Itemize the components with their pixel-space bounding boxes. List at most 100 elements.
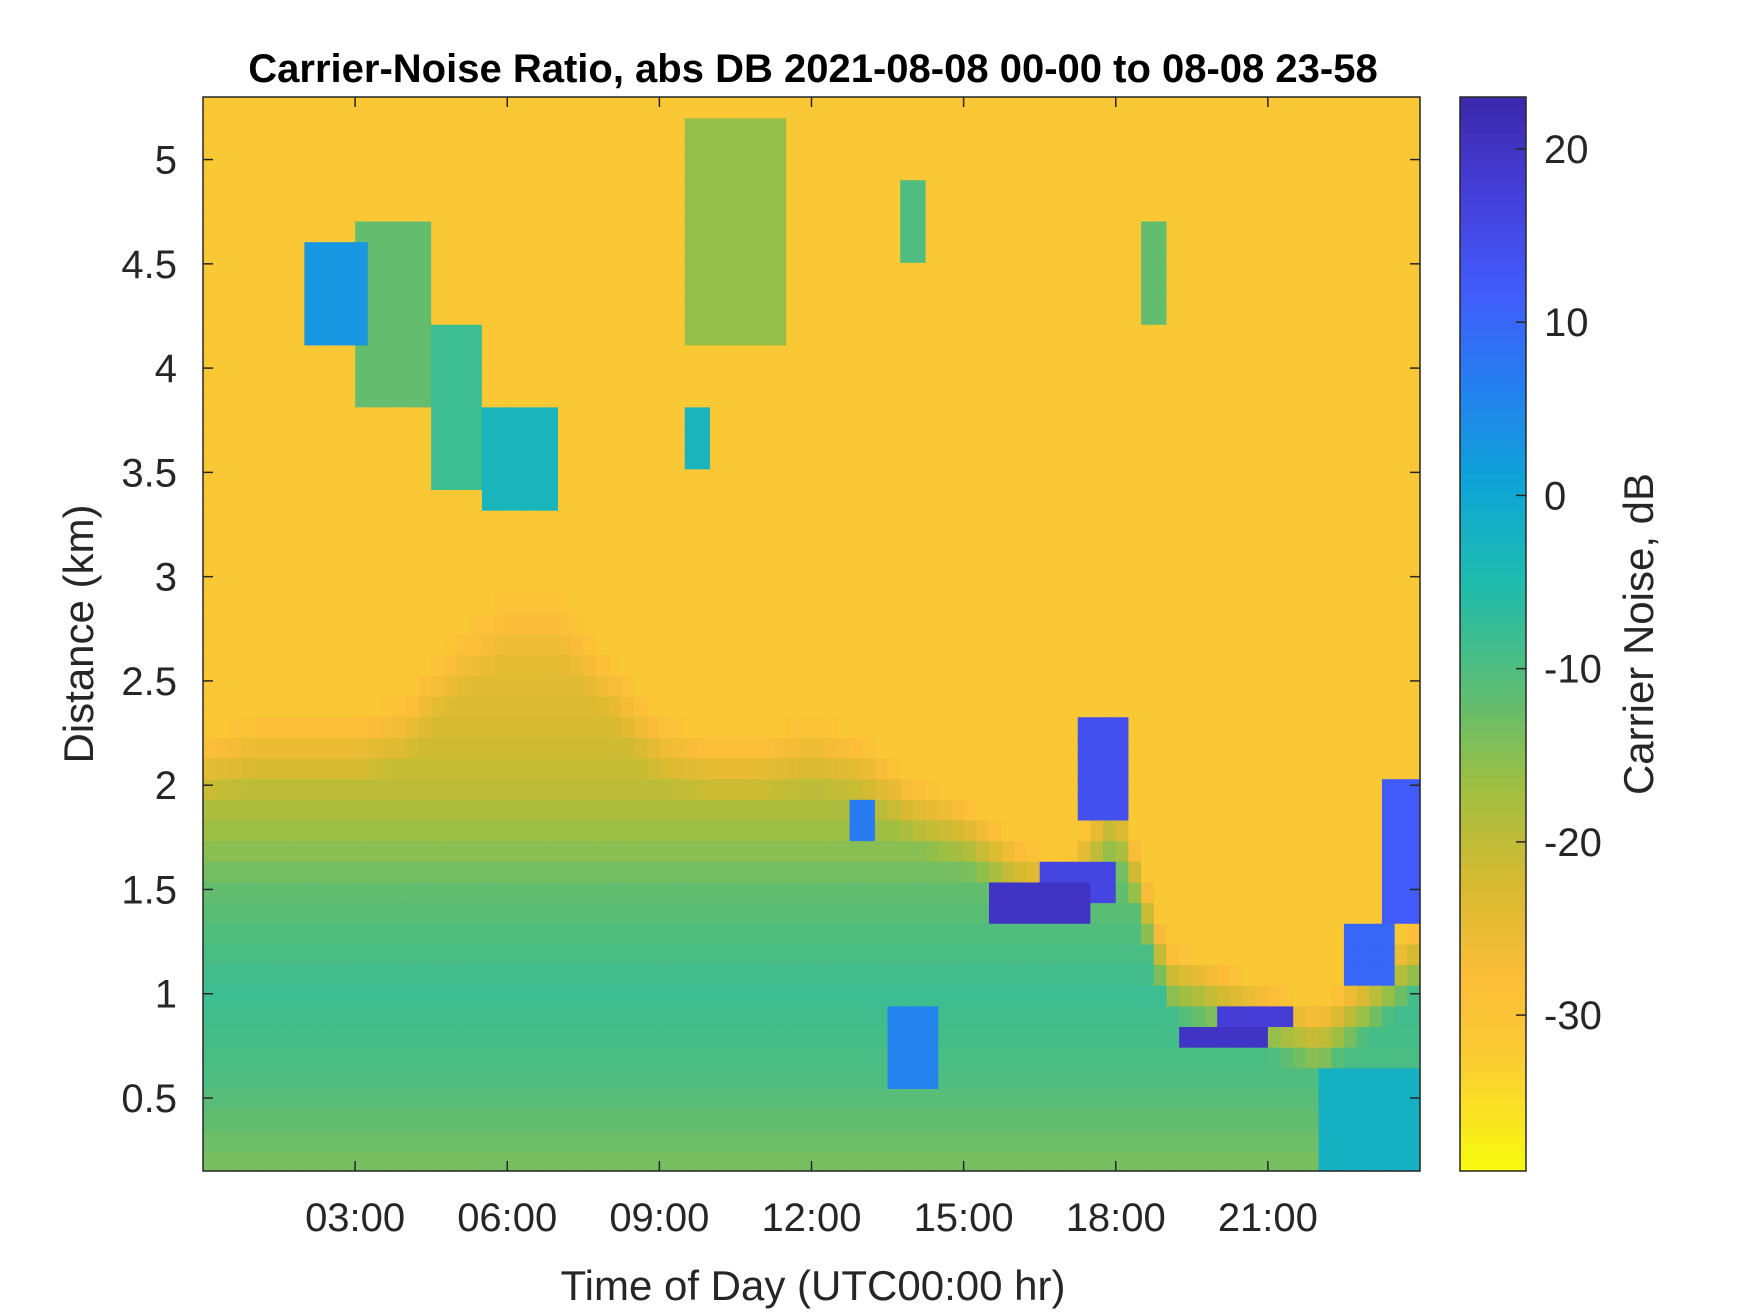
heatmap-cell bbox=[1052, 1129, 1066, 1151]
heatmap-cell bbox=[874, 737, 889, 759]
heatmap-cell bbox=[1141, 757, 1155, 780]
heatmap-cell bbox=[545, 923, 559, 945]
heatmap-cell bbox=[862, 1150, 876, 1172]
heatmap-cell bbox=[773, 551, 787, 573]
heatmap-cell bbox=[215, 200, 229, 222]
heatmap-cell bbox=[1356, 158, 1370, 181]
heatmap-cell bbox=[481, 964, 496, 986]
heatmap-cell bbox=[1027, 489, 1041, 511]
heatmap-cell bbox=[735, 551, 749, 573]
heatmap-cell bbox=[545, 510, 559, 532]
heatmap-cell bbox=[507, 510, 521, 532]
heatmap-cell bbox=[1394, 634, 1408, 656]
heatmap-cell bbox=[1014, 1088, 1028, 1110]
heatmap-cell bbox=[786, 344, 800, 367]
heatmap-cell bbox=[1141, 737, 1155, 759]
heatmap-cell bbox=[1381, 964, 1396, 986]
heatmap-cell bbox=[684, 448, 699, 470]
heatmap-cell bbox=[481, 489, 496, 511]
heatmap-cell bbox=[291, 1026, 306, 1048]
heatmap-cell bbox=[1255, 716, 1269, 738]
heatmap-cell bbox=[1242, 1047, 1256, 1069]
heatmap-cell bbox=[862, 1005, 876, 1028]
heatmap-cell bbox=[1242, 530, 1256, 552]
heatmap-cell bbox=[317, 262, 331, 284]
heatmap-cell bbox=[253, 138, 267, 160]
heatmap-cell bbox=[697, 923, 711, 945]
heatmap-cell bbox=[405, 840, 420, 862]
heatmap-cell bbox=[912, 634, 927, 656]
heatmap-cell bbox=[481, 943, 496, 966]
heatmap-cell bbox=[570, 778, 584, 800]
heatmap-cell bbox=[988, 861, 1003, 883]
heatmap-cell bbox=[722, 572, 737, 594]
heatmap-cell bbox=[748, 737, 762, 759]
heatmap-cell bbox=[735, 943, 749, 966]
heatmap-cell bbox=[646, 303, 660, 325]
heatmap-cell bbox=[646, 551, 660, 573]
heatmap-cell bbox=[912, 1109, 927, 1131]
heatmap-cell bbox=[1394, 881, 1408, 904]
heatmap-cell bbox=[1255, 530, 1269, 552]
heatmap-cell bbox=[456, 592, 470, 614]
heatmap-cell bbox=[824, 861, 838, 883]
heatmap-cell bbox=[710, 1005, 724, 1028]
heatmap-cell bbox=[507, 489, 521, 511]
heatmap-cell bbox=[1267, 757, 1282, 780]
heatmap-cell bbox=[1166, 324, 1180, 346]
heatmap-cell bbox=[1039, 179, 1053, 201]
heatmap-cell bbox=[291, 303, 306, 325]
heatmap-cell bbox=[735, 489, 749, 511]
heatmap-cell bbox=[1077, 757, 1091, 780]
heatmap-cell bbox=[583, 386, 597, 408]
heatmap-cell bbox=[1407, 943, 1421, 966]
heatmap-cell bbox=[418, 840, 432, 862]
heatmap-cell bbox=[634, 468, 648, 491]
heatmap-cell bbox=[241, 448, 255, 470]
heatmap-cell bbox=[1052, 262, 1066, 284]
heatmap-cell bbox=[1407, 592, 1421, 614]
heatmap-cell bbox=[608, 427, 622, 449]
heatmap-cell bbox=[1217, 1129, 1231, 1151]
heatmap-cell bbox=[291, 757, 306, 780]
heatmap-cell bbox=[1242, 778, 1256, 800]
heatmap-cell bbox=[1103, 510, 1117, 532]
heatmap-cell bbox=[1267, 985, 1282, 1007]
heatmap-cell bbox=[874, 1109, 889, 1131]
heatmap-cell bbox=[532, 324, 546, 346]
heatmap-cell bbox=[938, 365, 952, 387]
heatmap-cell bbox=[646, 861, 660, 883]
heatmap-cell bbox=[1153, 138, 1168, 160]
heatmap-cell bbox=[1280, 489, 1294, 511]
heatmap-cell bbox=[1318, 778, 1332, 800]
heatmap-cell bbox=[1331, 881, 1345, 904]
heatmap-cell bbox=[342, 840, 356, 862]
heatmap-cell bbox=[1128, 489, 1142, 511]
heatmap-cell bbox=[203, 427, 217, 449]
heatmap-cell bbox=[798, 551, 813, 573]
heatmap-cell bbox=[1014, 964, 1028, 986]
heatmap-cell bbox=[494, 510, 508, 532]
heatmap-cell bbox=[519, 634, 534, 656]
heatmap-cell bbox=[329, 799, 344, 821]
heatmap-cell bbox=[1204, 716, 1218, 738]
heatmap-cell bbox=[405, 592, 420, 614]
heatmap-cell bbox=[1229, 572, 1244, 594]
heatmap-cell bbox=[1027, 654, 1041, 676]
heatmap-cell bbox=[507, 1026, 521, 1048]
heatmap-cell bbox=[1128, 675, 1142, 697]
heatmap-cell bbox=[874, 985, 889, 1007]
heatmap-cell bbox=[773, 489, 787, 511]
heatmap-cell bbox=[925, 675, 939, 697]
heatmap-cell bbox=[545, 489, 559, 511]
heatmap-cell bbox=[1318, 572, 1332, 594]
heatmap-cell bbox=[887, 406, 901, 429]
heatmap-cell bbox=[557, 489, 572, 511]
heatmap-cell bbox=[900, 97, 914, 119]
heatmap-cell bbox=[621, 510, 635, 532]
heatmap-cell bbox=[1166, 1005, 1180, 1028]
heatmap-cell bbox=[595, 406, 610, 429]
heatmap-cell bbox=[976, 551, 990, 573]
heatmap-cell bbox=[1141, 220, 1155, 243]
heatmap-cell bbox=[1001, 262, 1015, 284]
